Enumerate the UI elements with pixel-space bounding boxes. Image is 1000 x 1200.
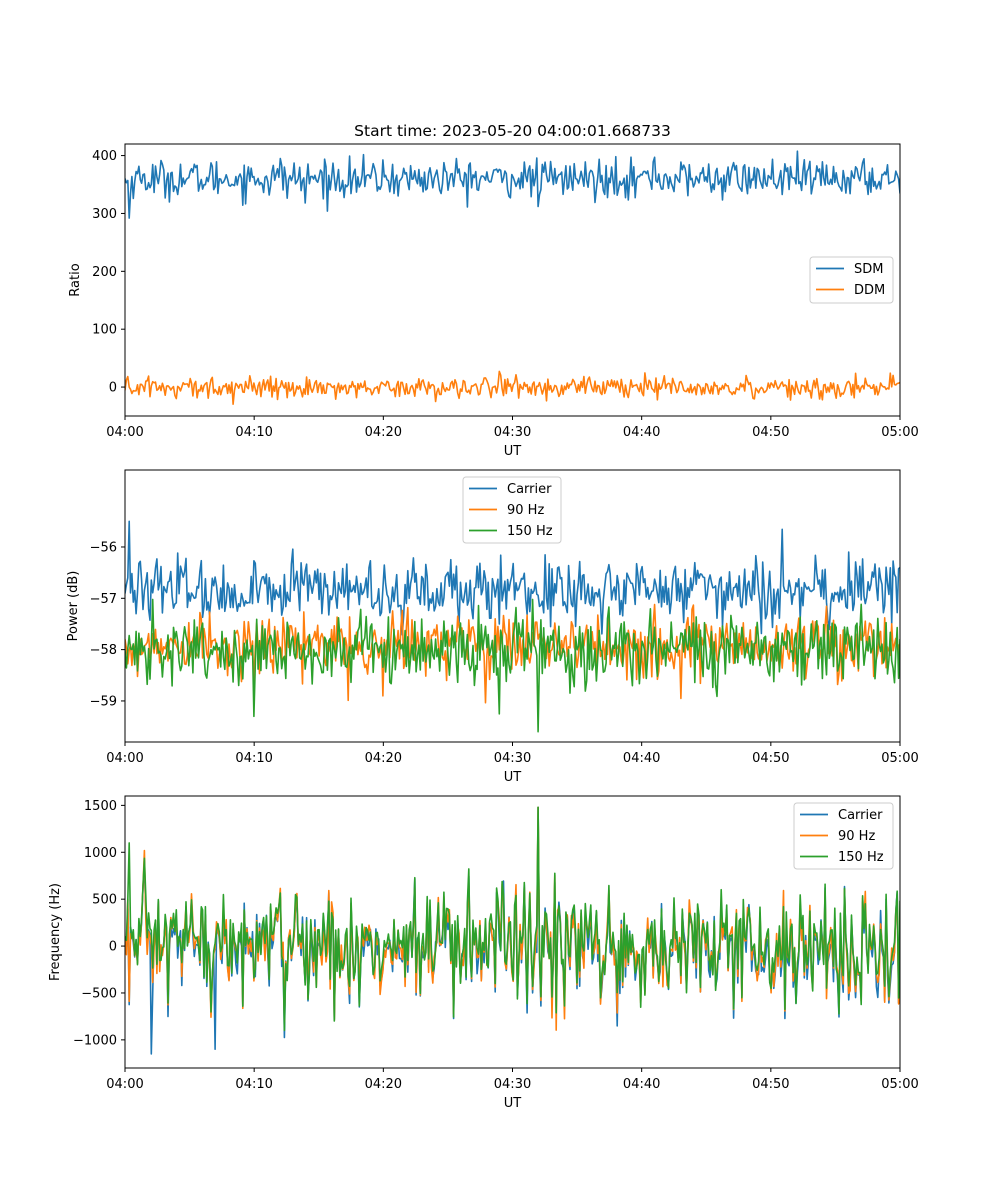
chart-panel-2: 04:00 04:10 04:20 04:30 04:40 04:50 05:00 −56 −5… xyxy=(66,469,919,785)
x-tick-label: 04:00 xyxy=(106,425,143,440)
series-group xyxy=(125,806,900,1055)
y-tick-label: −56 xyxy=(90,540,117,555)
x-tick-label: 04:50 xyxy=(752,1077,789,1092)
legend-frame xyxy=(462,476,562,544)
x-tick-label: 04:00 xyxy=(106,1077,143,1092)
series-line-150-hz xyxy=(125,598,900,733)
figure-title: Start time: 2023-05-20 04:00:01.668733 xyxy=(354,122,671,140)
y-tick-label: 0 xyxy=(109,940,117,955)
series-group xyxy=(125,150,900,406)
x-tick-label: 04:20 xyxy=(365,1077,402,1092)
legend-label-ddm: DDM xyxy=(854,283,885,298)
y-tick-label: −500 xyxy=(81,986,117,1001)
x-tick-label: 05:00 xyxy=(881,425,918,440)
legend-label-90-hz: 90 Hz xyxy=(507,503,544,518)
x-tick-label: 04:10 xyxy=(235,1077,272,1092)
y-axis-label: Power (dB) xyxy=(66,571,81,642)
legend-label-90-hz: 90 Hz xyxy=(838,829,875,844)
y-tick-label: 500 xyxy=(92,893,117,908)
y-tick-label: 1000 xyxy=(84,846,117,861)
legend-label-150-hz: 150 Hz xyxy=(507,524,553,539)
series-line-carrier xyxy=(125,520,900,636)
x-tick-label: 04:00 xyxy=(106,751,143,766)
y-tick-label: −57 xyxy=(90,592,117,607)
legend-frame xyxy=(793,802,894,870)
x-axis-label: UT xyxy=(504,1096,522,1111)
legend-label-carrier: Carrier xyxy=(838,808,883,823)
x-tick-label: 04:10 xyxy=(235,751,272,766)
x-tick-label: 04:10 xyxy=(235,425,272,440)
legend: Carrier 90 Hz 150 Hz xyxy=(793,802,894,870)
y-tick-label: 100 xyxy=(92,323,117,338)
x-tick-label: 05:00 xyxy=(881,751,918,766)
x-tick-label: 04:50 xyxy=(752,425,789,440)
y-tick-label: −59 xyxy=(90,694,117,709)
x-tick-label: 04:50 xyxy=(752,751,789,766)
x-tick-label: 04:40 xyxy=(623,751,660,766)
y-tick-label: 1500 xyxy=(84,799,117,814)
legend-label-sdm: SDM xyxy=(854,262,883,277)
series-group xyxy=(125,520,900,733)
legend-label-carrier: Carrier xyxy=(507,482,552,497)
series-line-150-hz xyxy=(125,806,900,1032)
series-line-ddm xyxy=(125,370,900,406)
series-line-sdm xyxy=(125,150,900,219)
legend-label-150-hz: 150 Hz xyxy=(838,850,884,865)
y-tick-label: 300 xyxy=(92,207,117,222)
y-tick-label: −58 xyxy=(90,643,117,658)
y-axis-label: Ratio xyxy=(68,263,83,296)
x-tick-label: 04:30 xyxy=(494,751,531,766)
legend: Carrier 90 Hz 150 Hz xyxy=(462,476,562,544)
y-tick-label: 0 xyxy=(109,381,117,396)
x-axis-label: UT xyxy=(504,444,522,459)
x-tick-label: 04:30 xyxy=(494,1077,531,1092)
x-tick-label: 04:30 xyxy=(494,425,531,440)
chart-panel-3: 04:00 04:10 04:20 04:30 04:40 04:50 05:00 1500 1… xyxy=(48,795,919,1111)
y-axis-label: Frequency (Hz) xyxy=(48,883,63,981)
x-tick-label: 04:40 xyxy=(623,425,660,440)
x-tick-label: 04:20 xyxy=(365,751,402,766)
chart-panel-1: 04:00 04:10 04:20 04:30 04:40 04:50 05:00 0 100 2… xyxy=(68,143,919,459)
x-tick-label: 04:20 xyxy=(365,425,402,440)
x-axis-label: UT xyxy=(504,770,522,785)
y-tick-label: 200 xyxy=(92,265,117,280)
x-tick-label: 05:00 xyxy=(881,1077,918,1092)
y-tick-label: 400 xyxy=(92,149,117,164)
chart-panels: 04:00 04:10 04:20 04:30 04:40 04:50 05:00 0 100 2… xyxy=(48,143,919,1111)
legend: SDM DDM xyxy=(809,256,894,304)
x-tick-label: 04:40 xyxy=(623,1077,660,1092)
y-tick-label: −1000 xyxy=(73,1033,117,1048)
